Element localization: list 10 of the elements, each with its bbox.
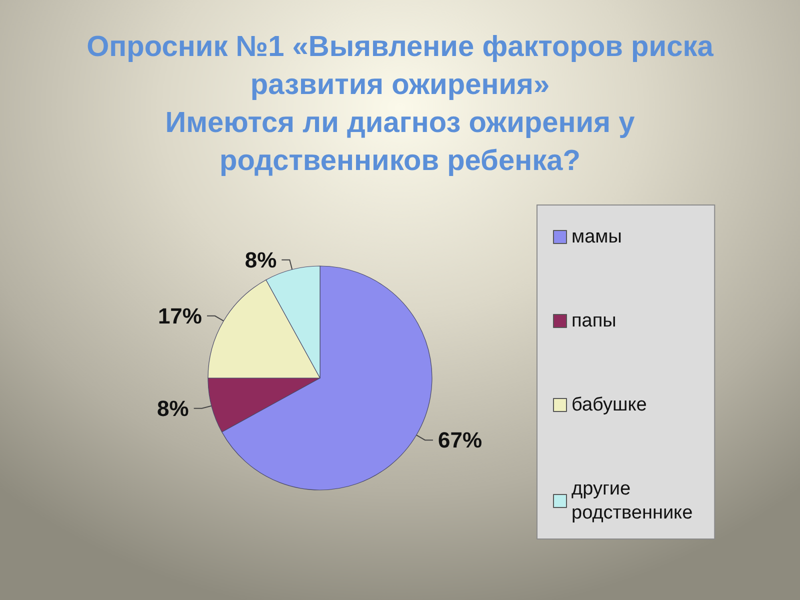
legend-label: бабушке <box>572 394 647 416</box>
data-label: 8% <box>157 396 189 421</box>
data-label: 17% <box>158 303 202 328</box>
legend-label: папы <box>572 310 616 332</box>
data-label: 67% <box>438 428 482 453</box>
chart-subtitle: Имеются ли диагноз ожирения у родственников ребенка? <box>164 106 636 179</box>
legend-label: мамы <box>572 226 622 248</box>
chart-title: Опросник №1 «Выявление факторов риска развития ожирения» <box>86 30 714 103</box>
data-label: 8% <box>244 247 277 272</box>
legend-label: другие родственнике <box>572 478 693 524</box>
